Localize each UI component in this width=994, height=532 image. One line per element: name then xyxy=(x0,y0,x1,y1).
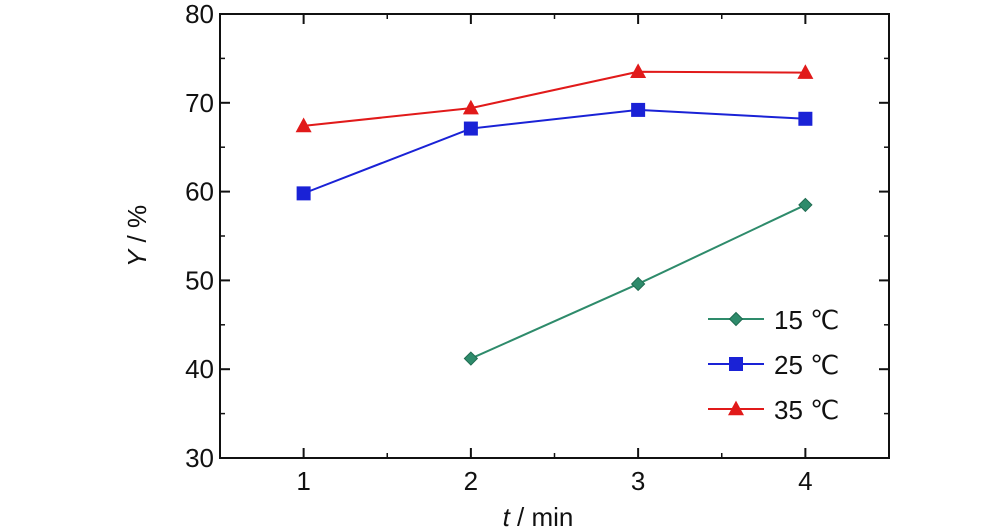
y-axis-unit: / % xyxy=(122,205,152,250)
legend-label: 15 ℃ xyxy=(774,305,839,335)
plot-area-frame xyxy=(219,13,890,459)
x-tick-label: 3 xyxy=(631,466,645,496)
y-tick-label: 30 xyxy=(185,443,214,473)
y-tick-label: 80 xyxy=(185,0,214,29)
data-point-triangle xyxy=(797,64,814,79)
x-axis-title: t / min xyxy=(503,502,574,532)
legend: 15 ℃ 25 ℃ 35 ℃ xyxy=(708,305,839,425)
data-point-square xyxy=(798,111,813,126)
legend-label: 25 ℃ xyxy=(774,350,839,380)
data-point-square xyxy=(296,186,311,201)
x-axis-variable: t xyxy=(503,502,512,532)
y-tick-label: 50 xyxy=(185,265,214,295)
y-axis: 30 40 50 60 70 80 xyxy=(185,0,889,473)
series-line xyxy=(303,70,806,127)
legend-marker-triangle xyxy=(728,400,744,416)
data-point-triangle xyxy=(630,63,647,79)
y-tick-label: 70 xyxy=(185,88,214,118)
series-2 xyxy=(296,102,813,201)
y-axis-variable: Y xyxy=(122,248,152,267)
legend-item: 25 ℃ xyxy=(708,350,839,380)
y-axis-title: Y / % xyxy=(122,205,152,267)
series-3 xyxy=(295,63,814,133)
legend-marker-square xyxy=(729,357,743,371)
data-point-triangle xyxy=(295,117,312,133)
x-tick-label: 2 xyxy=(464,466,478,496)
legend-item: 15 ℃ xyxy=(708,305,839,335)
x-axis: 1 2 3 4 xyxy=(296,14,813,496)
legend-item: 35 ℃ xyxy=(708,395,839,425)
data-point-square xyxy=(463,121,478,136)
series-line xyxy=(303,108,806,195)
data-point-diamond xyxy=(630,276,646,292)
series-layer xyxy=(295,63,814,366)
y-tick-label: 60 xyxy=(185,177,214,207)
data-point-diamond xyxy=(463,351,479,366)
legend-marker-diamond xyxy=(728,311,744,327)
series-1 xyxy=(463,197,813,366)
x-tick-label: 1 xyxy=(296,466,310,496)
x-tick-label: 4 xyxy=(798,466,812,496)
x-axis-unit: / min xyxy=(510,502,574,532)
y-tick-label: 40 xyxy=(185,354,214,384)
legend-label: 35 ℃ xyxy=(774,395,839,425)
data-point-triangle xyxy=(462,99,479,115)
data-point-square xyxy=(631,102,646,117)
data-point-diamond xyxy=(798,197,813,213)
